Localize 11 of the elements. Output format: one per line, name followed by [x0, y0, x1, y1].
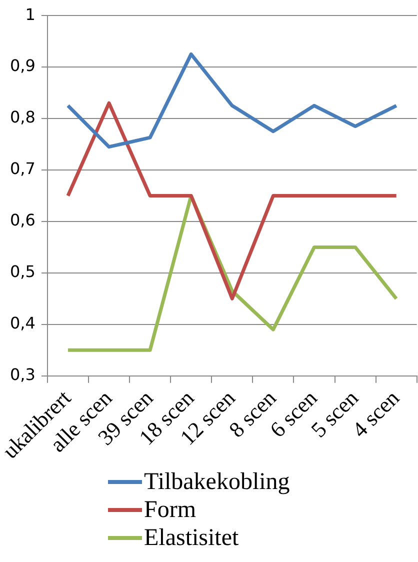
- legend-label: Elastisitet: [144, 524, 239, 552]
- y-tick-label: 1: [25, 4, 36, 24]
- y-tick-label: 0,7: [10, 159, 36, 178]
- legend-label: Tilbakekobling: [144, 468, 290, 496]
- y-tick-label: 0,9: [10, 56, 36, 76]
- y-tick-label: 0,6: [10, 210, 36, 230]
- y-tick-label: 0,5: [10, 262, 36, 282]
- y-tick-label: 0,4: [10, 314, 36, 333]
- legend-label: Form: [144, 496, 196, 524]
- y-tick-label: 0,3: [10, 365, 36, 384]
- y-tick-label: 0,8: [10, 108, 36, 127]
